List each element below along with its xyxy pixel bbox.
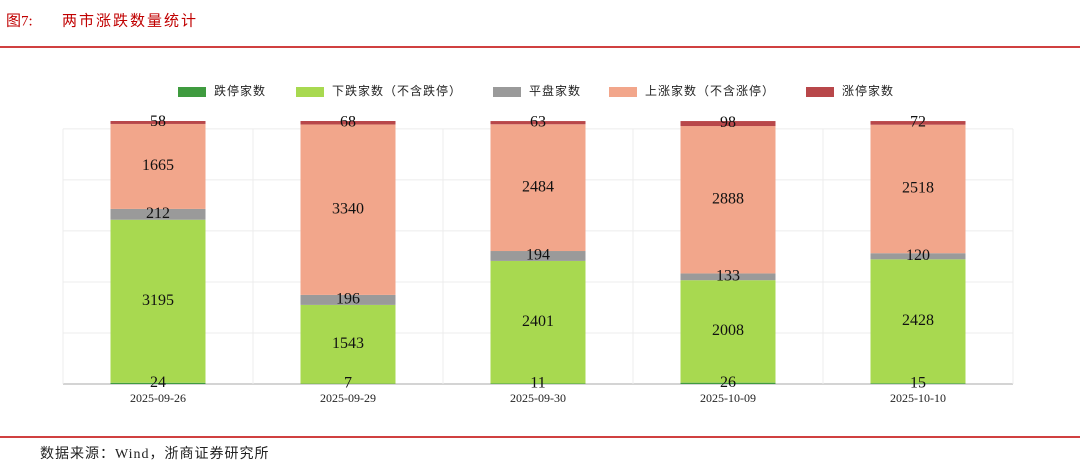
data-label: 15	[910, 374, 926, 391]
data-label: 194	[526, 247, 550, 264]
legend-label: 上涨家数（不含涨停）	[645, 83, 775, 98]
data-label: 2008	[712, 322, 744, 339]
data-label: 120	[906, 247, 930, 264]
x-tick-label: 2025-10-09	[700, 391, 756, 405]
data-label: 63	[530, 113, 546, 130]
chart: 跌停家数 下跌家数（不含跌停） 平盘家数 上涨家数（不含涨停） 涨停家数 24 3195 21…	[62, 83, 1014, 405]
bar-segment	[680, 382, 776, 384]
bar-segment	[110, 219, 206, 383]
data-label: 3195	[142, 292, 174, 309]
legend-swatch	[296, 87, 324, 97]
figure-label: 图7:	[6, 12, 33, 29]
legend-swatch	[806, 87, 834, 97]
data-label: 26	[720, 374, 736, 391]
legend-swatch	[493, 87, 521, 97]
bar-segment	[110, 382, 206, 384]
legend-label: 跌停家数	[214, 83, 266, 98]
bar-segment	[870, 259, 966, 384]
data-label: 3340	[332, 200, 364, 217]
data-label: 2428	[902, 312, 934, 329]
source-note: 数据来源：Wind，浙商证券研究所	[40, 446, 270, 462]
bar-segment	[300, 124, 396, 295]
bar-segment	[110, 123, 206, 209]
data-label: 68	[340, 113, 356, 130]
bar-segment	[680, 126, 776, 274]
data-label: 72	[910, 114, 926, 131]
legend-label: 涨停家数	[842, 83, 894, 98]
bar-segment	[870, 124, 966, 254]
bar-segment	[870, 383, 966, 384]
bar-segment	[110, 208, 206, 220]
legend-swatch	[178, 87, 206, 97]
data-label: 7	[344, 374, 352, 391]
x-tick-label: 2025-09-26	[130, 391, 186, 405]
data-label: 2401	[522, 313, 554, 330]
figure-title: 两市涨跌数量统计	[62, 12, 198, 29]
data-label: 2518	[902, 180, 934, 197]
data-label: 212	[146, 205, 170, 222]
data-label: 98	[720, 114, 736, 131]
data-label: 1665	[142, 157, 174, 174]
legend-label: 平盘家数	[529, 83, 581, 98]
data-label: 133	[716, 267, 740, 284]
bar-segment	[680, 280, 776, 383]
bar-segment	[680, 121, 776, 127]
bar-segment	[870, 121, 966, 125]
data-label: 24	[150, 374, 166, 391]
bar-segment	[680, 273, 776, 281]
bar-segment	[490, 124, 586, 252]
bar-segment	[300, 304, 396, 384]
bar-segment	[490, 260, 586, 384]
data-label: 1543	[332, 335, 364, 352]
bar-segment	[300, 294, 396, 305]
bar-segment	[870, 253, 966, 260]
bar-segment	[110, 121, 206, 124]
bar-segment	[490, 383, 586, 384]
bar-segment	[490, 121, 586, 125]
data-label: 58	[150, 113, 166, 130]
data-label: 2484	[522, 178, 554, 195]
x-tick-label: 2025-09-30	[510, 391, 566, 405]
data-label: 11	[530, 374, 545, 391]
data-label: 196	[336, 291, 360, 308]
x-tick-label: 2025-10-10	[890, 391, 946, 405]
bar-segment	[300, 121, 396, 125]
bar-segment	[490, 251, 586, 261]
x-tick-label: 2025-09-29	[320, 391, 376, 405]
legend-swatch	[609, 87, 637, 97]
data-label: 2888	[712, 190, 744, 207]
legend-label: 下跌家数（不含跌停）	[332, 83, 462, 98]
